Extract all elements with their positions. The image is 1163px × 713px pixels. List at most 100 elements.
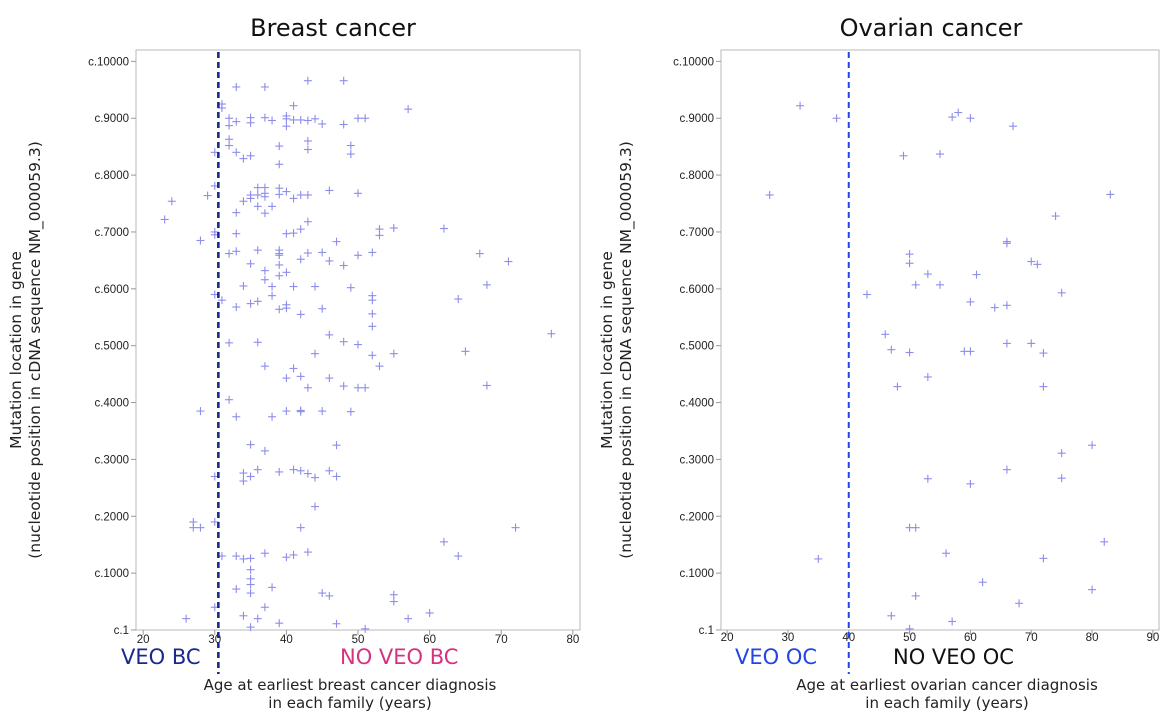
data-point — [318, 119, 327, 128]
data-point — [232, 585, 241, 594]
data-point — [354, 383, 362, 392]
ovarian-cancer-panel: Ovarian cancer Mutation location in gene… — [598, 14, 1160, 712]
data-point — [439, 224, 448, 233]
data-point — [966, 114, 975, 123]
data-point — [268, 282, 277, 291]
y-tick-label: c.4000 — [94, 398, 129, 410]
data-point — [1057, 288, 1066, 297]
data-point — [225, 395, 234, 404]
data-point — [232, 247, 241, 256]
data-point — [232, 208, 241, 217]
data-point — [246, 472, 255, 481]
data-point — [887, 611, 896, 620]
data-point — [253, 465, 262, 474]
data-point — [246, 151, 255, 160]
data-point — [325, 330, 334, 339]
data-point — [325, 591, 334, 600]
data-point — [311, 114, 320, 123]
right-region-label: NO VEO OC — [893, 645, 1014, 669]
data-point — [282, 407, 291, 416]
data-point — [239, 554, 248, 563]
data-point — [1002, 465, 1011, 474]
data-point — [275, 467, 284, 476]
data-point — [923, 372, 932, 381]
data-point — [268, 291, 277, 300]
data-point — [361, 383, 370, 392]
data-point — [260, 549, 269, 558]
data-point — [253, 338, 262, 347]
data-point — [275, 271, 284, 280]
x-tick-label: 70 — [1025, 632, 1038, 644]
data-point — [318, 248, 327, 257]
x-axis-label-line2: in each family (years) — [268, 694, 431, 712]
data-point — [275, 251, 284, 260]
data-point — [282, 122, 291, 131]
y-tick-label: c.5000 — [94, 341, 129, 353]
data-point — [972, 270, 981, 279]
data-point — [354, 114, 362, 123]
data-point — [318, 304, 327, 313]
data-point — [303, 76, 312, 85]
x-tick-label: 80 — [1086, 632, 1099, 644]
data-point — [296, 255, 305, 264]
data-point — [389, 223, 398, 232]
data-point — [296, 523, 305, 532]
data-point — [325, 256, 334, 265]
y-tick-label: c.4000 — [679, 398, 714, 410]
data-point — [303, 249, 312, 257]
data-point — [260, 266, 269, 275]
data-point — [303, 191, 312, 199]
data-point — [966, 297, 975, 306]
data-point — [346, 150, 355, 159]
data-point — [260, 209, 269, 218]
data-point — [268, 412, 277, 421]
left-region-label: VEO OC — [735, 645, 817, 669]
data-point — [260, 275, 269, 284]
data-point — [461, 347, 470, 356]
data-point — [289, 364, 298, 373]
data-point — [389, 597, 398, 606]
data-point — [911, 523, 920, 532]
data-point — [504, 257, 513, 266]
data-point — [375, 231, 384, 240]
data-point — [239, 281, 248, 290]
data-point — [246, 194, 255, 203]
data-point — [275, 260, 284, 269]
y-tick-label: c.3000 — [679, 454, 714, 466]
data-point — [296, 407, 305, 416]
data-point — [482, 381, 491, 390]
data-point — [225, 121, 234, 130]
x-axis-label-line1: Age at earliest ovarian cancer diagnosis — [796, 676, 1098, 694]
y-axis-label-line1: Mutation location in gene — [7, 251, 25, 449]
x-tick-label: 60 — [964, 632, 977, 644]
data-point — [303, 136, 312, 145]
data-point — [225, 338, 234, 347]
data-point — [832, 114, 841, 123]
data-point — [1088, 441, 1097, 450]
data-point — [296, 225, 305, 234]
data-point — [368, 309, 377, 318]
data-point — [354, 189, 362, 198]
data-point — [246, 118, 255, 127]
data-point — [225, 249, 234, 258]
data-point — [303, 469, 312, 478]
data-point — [311, 473, 320, 482]
data-point — [911, 280, 920, 289]
data-point — [1002, 301, 1011, 310]
data-point — [275, 142, 284, 151]
data-point — [361, 114, 370, 123]
data-point — [361, 624, 370, 633]
data-point — [232, 303, 241, 312]
data-point — [232, 412, 241, 421]
y-tick-label: c.6000 — [94, 284, 129, 296]
data-point — [905, 250, 914, 259]
x-axis-label-line2: in each family (years) — [865, 694, 1028, 712]
data-point — [296, 191, 305, 199]
data-point — [253, 297, 262, 306]
y-tick-label: c.1000 — [94, 568, 129, 580]
data-point — [196, 523, 205, 532]
data-point — [246, 589, 255, 598]
data-point — [282, 304, 291, 313]
data-point — [253, 183, 262, 192]
data-point — [339, 382, 348, 391]
